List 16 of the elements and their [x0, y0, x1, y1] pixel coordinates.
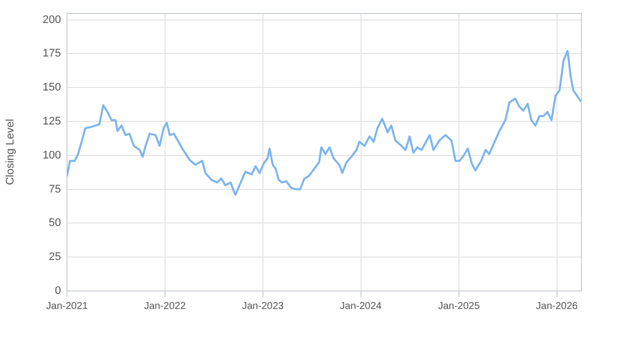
y-tick-label: 175	[42, 48, 61, 60]
x-tick-label: Jan-2022	[144, 300, 186, 312]
x-tick-label: Jan-2021	[46, 300, 88, 312]
x-tick-label: Jan-2024	[340, 300, 382, 312]
x-tick-label: Jan-2026	[536, 300, 578, 312]
y-tick-label: 125	[42, 116, 61, 128]
y-tick-label: 150	[42, 82, 61, 94]
x-tick-label: Jan-2025	[438, 300, 480, 312]
y-tick-label: 25	[48, 251, 61, 264]
y-tick-label: 100	[42, 149, 61, 162]
x-tick-label: Jan-2023	[242, 300, 284, 312]
y-tick-label: 200	[42, 14, 61, 26]
y-tick-label: 0	[54, 285, 61, 298]
y-tick-label: 75	[48, 183, 61, 196]
y-axis-title: Closing Level	[4, 118, 17, 186]
y-tick-label: 50	[48, 217, 61, 230]
